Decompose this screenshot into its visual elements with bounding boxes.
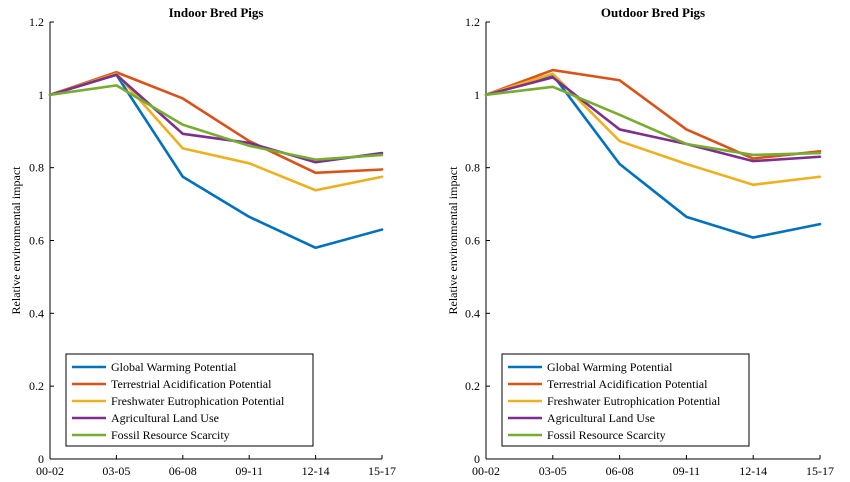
y-tick-label: 0 <box>38 452 44 466</box>
legend: Global Warming Potential Terrestrial Acid… <box>501 353 750 447</box>
y-axis-label: Relative environmental impact <box>446 166 460 315</box>
y-tick-label: 0 <box>474 452 480 466</box>
x-tick-label: 12-14 <box>302 464 330 478</box>
legend-label: Fossil Resource Scarcity <box>547 428 666 442</box>
y-tick-label: 1.2 <box>29 15 44 29</box>
x-tick-label: 12-14 <box>739 464 767 478</box>
legend: Global Warming Potential Terrestrial Acid… <box>65 353 314 447</box>
y-tick-label: 0.4 <box>29 306 44 320</box>
legend-label: Terrestrial Acidification Potential <box>547 377 708 391</box>
y-tick-label: 0.4 <box>465 306 480 320</box>
x-tick-label: 00-02 <box>472 464 500 478</box>
legend-label: Global Warming Potential <box>111 360 237 374</box>
x-tick-label: 09-11 <box>235 464 263 478</box>
legend-box <box>501 353 750 447</box>
y-tick-label: 0.2 <box>29 379 44 393</box>
y-tick-label: 0.8 <box>465 161 480 175</box>
series-line-4 <box>48 73 384 164</box>
y-tick-label: 1 <box>474 88 480 102</box>
legend-label: Freshwater Eutrophication Potential <box>111 394 285 408</box>
x-tick-label: 09-11 <box>673 464 701 478</box>
y-tick-label: 0.6 <box>465 234 480 248</box>
legend-label: Fossil Resource Scarcity <box>111 428 230 442</box>
x-tick-label: 06-08 <box>169 464 197 478</box>
legend-label: Agricultural Land Use <box>547 411 655 425</box>
series-line-5 <box>484 85 822 157</box>
y-tick-label: 1 <box>38 88 44 102</box>
series-line-4 <box>484 76 822 163</box>
y-tick-label: 1.2 <box>465 15 480 29</box>
series-line-5 <box>48 84 384 161</box>
chart-title: Indoor Bred Pigs <box>169 5 264 20</box>
chart-title: Outdoor Bred Pigs <box>601 5 705 20</box>
x-tick-label: 15-17 <box>806 464 834 478</box>
series-line-3 <box>484 72 822 187</box>
series-line-1 <box>48 73 384 250</box>
x-tick-label: 00-02 <box>36 464 64 478</box>
y-tick-label: 0.6 <box>29 234 44 248</box>
chart-panel-1: Indoor Bred Pigs 0 0.2 0.4 0.6 0.8 1 1.2 00-02 03… <box>9 5 396 478</box>
series-line-2 <box>484 68 822 160</box>
legend-box <box>65 353 314 447</box>
y-axis-label: Relative environmental impact <box>9 166 23 315</box>
x-tick-label: 15-17 <box>368 464 396 478</box>
x-tick-label: 03-05 <box>539 464 567 478</box>
x-tick-label: 03-05 <box>102 464 130 478</box>
legend-label: Freshwater Eutrophication Potential <box>547 394 721 408</box>
legend-label: Agricultural Land Use <box>111 411 219 425</box>
x-tick-label: 06-08 <box>606 464 634 478</box>
legend-label: Global Warming Potential <box>547 360 673 374</box>
y-tick-label: 0.2 <box>465 379 480 393</box>
legend-label: Terrestrial Acidification Potential <box>111 377 272 391</box>
y-tick-label: 0.8 <box>29 161 44 175</box>
chart-panel-2: Outdoor Bred Pigs 0 0.2 0.4 0.6 0.8 1 1.2 00-02 0… <box>446 5 834 478</box>
